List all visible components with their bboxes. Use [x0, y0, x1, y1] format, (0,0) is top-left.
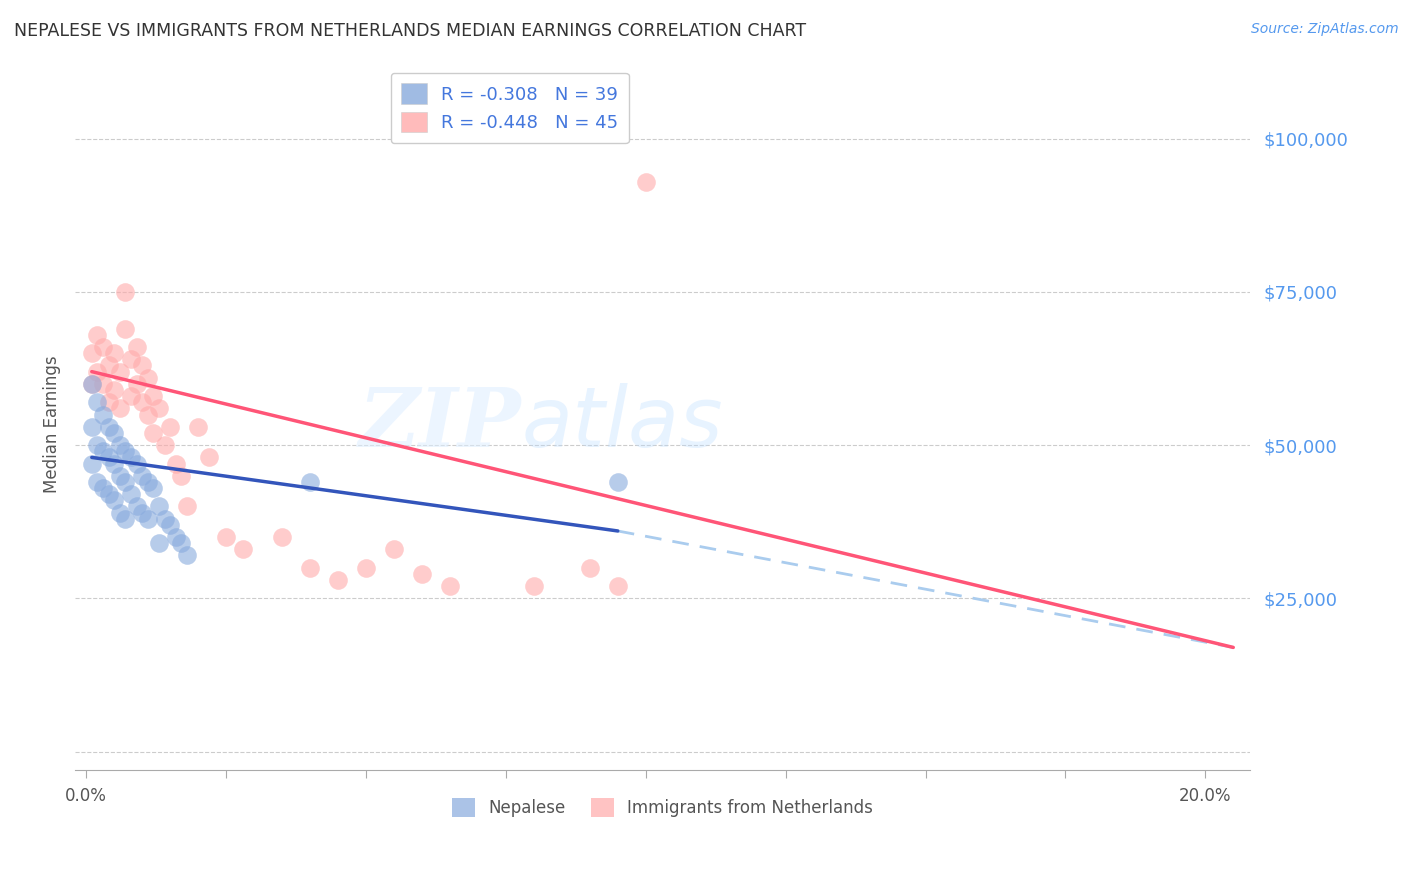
Legend: Nepalese, Immigrants from Netherlands: Nepalese, Immigrants from Netherlands	[446, 791, 880, 824]
Point	[170, 468, 193, 483]
Point	[187, 419, 209, 434]
Point	[120, 352, 142, 367]
Text: ZIP: ZIP	[359, 384, 522, 464]
Point	[131, 395, 153, 409]
Point	[136, 370, 159, 384]
Text: Source: ZipAtlas.com: Source: ZipAtlas.com	[1251, 22, 1399, 37]
Point	[159, 517, 181, 532]
Point	[170, 536, 193, 550]
Point	[136, 512, 159, 526]
Point	[326, 573, 349, 587]
Point	[606, 475, 628, 489]
Point	[80, 457, 103, 471]
Point	[80, 346, 103, 360]
Point	[148, 536, 170, 550]
Point	[215, 530, 238, 544]
Point	[114, 322, 136, 336]
Point	[97, 450, 120, 465]
Point	[159, 419, 181, 434]
Point	[232, 542, 254, 557]
Point	[198, 450, 221, 465]
Point	[606, 579, 628, 593]
Point	[80, 376, 103, 391]
Point	[578, 560, 600, 574]
Point	[91, 444, 114, 458]
Point	[298, 560, 321, 574]
Point	[114, 475, 136, 489]
Point	[148, 401, 170, 416]
Point	[131, 468, 153, 483]
Point	[108, 438, 131, 452]
Point	[86, 475, 108, 489]
Point	[439, 579, 461, 593]
Point	[86, 438, 108, 452]
Y-axis label: Median Earnings: Median Earnings	[44, 355, 60, 492]
Point	[136, 408, 159, 422]
Point	[120, 487, 142, 501]
Point	[165, 457, 187, 471]
Point	[108, 506, 131, 520]
Text: NEPALESE VS IMMIGRANTS FROM NETHERLANDS MEDIAN EARNINGS CORRELATION CHART: NEPALESE VS IMMIGRANTS FROM NETHERLANDS …	[14, 22, 806, 40]
Point	[131, 506, 153, 520]
Point	[142, 425, 165, 440]
Point	[153, 438, 176, 452]
Point	[86, 365, 108, 379]
Point	[165, 530, 187, 544]
Point	[142, 481, 165, 495]
Point	[91, 408, 114, 422]
Point	[125, 340, 148, 354]
Point	[103, 425, 125, 440]
Point	[125, 376, 148, 391]
Point	[125, 500, 148, 514]
Point	[271, 530, 294, 544]
Point	[80, 376, 103, 391]
Point	[634, 175, 657, 189]
Point	[108, 365, 131, 379]
Point	[103, 457, 125, 471]
Point	[91, 481, 114, 495]
Text: atlas: atlas	[522, 384, 723, 464]
Point	[86, 327, 108, 342]
Point	[86, 395, 108, 409]
Point	[298, 475, 321, 489]
Point	[136, 475, 159, 489]
Point	[523, 579, 546, 593]
Point	[354, 560, 377, 574]
Point	[97, 395, 120, 409]
Point	[120, 389, 142, 403]
Point	[120, 450, 142, 465]
Point	[176, 500, 198, 514]
Point	[142, 389, 165, 403]
Point	[91, 376, 114, 391]
Point	[97, 487, 120, 501]
Point	[97, 419, 120, 434]
Point	[176, 549, 198, 563]
Point	[125, 457, 148, 471]
Point	[382, 542, 405, 557]
Point	[103, 383, 125, 397]
Point	[131, 359, 153, 373]
Point	[108, 401, 131, 416]
Point	[91, 340, 114, 354]
Point	[103, 346, 125, 360]
Point	[108, 468, 131, 483]
Point	[153, 512, 176, 526]
Point	[97, 359, 120, 373]
Point	[80, 419, 103, 434]
Point	[114, 285, 136, 299]
Point	[114, 444, 136, 458]
Point	[114, 512, 136, 526]
Point	[411, 566, 433, 581]
Point	[148, 500, 170, 514]
Point	[103, 493, 125, 508]
